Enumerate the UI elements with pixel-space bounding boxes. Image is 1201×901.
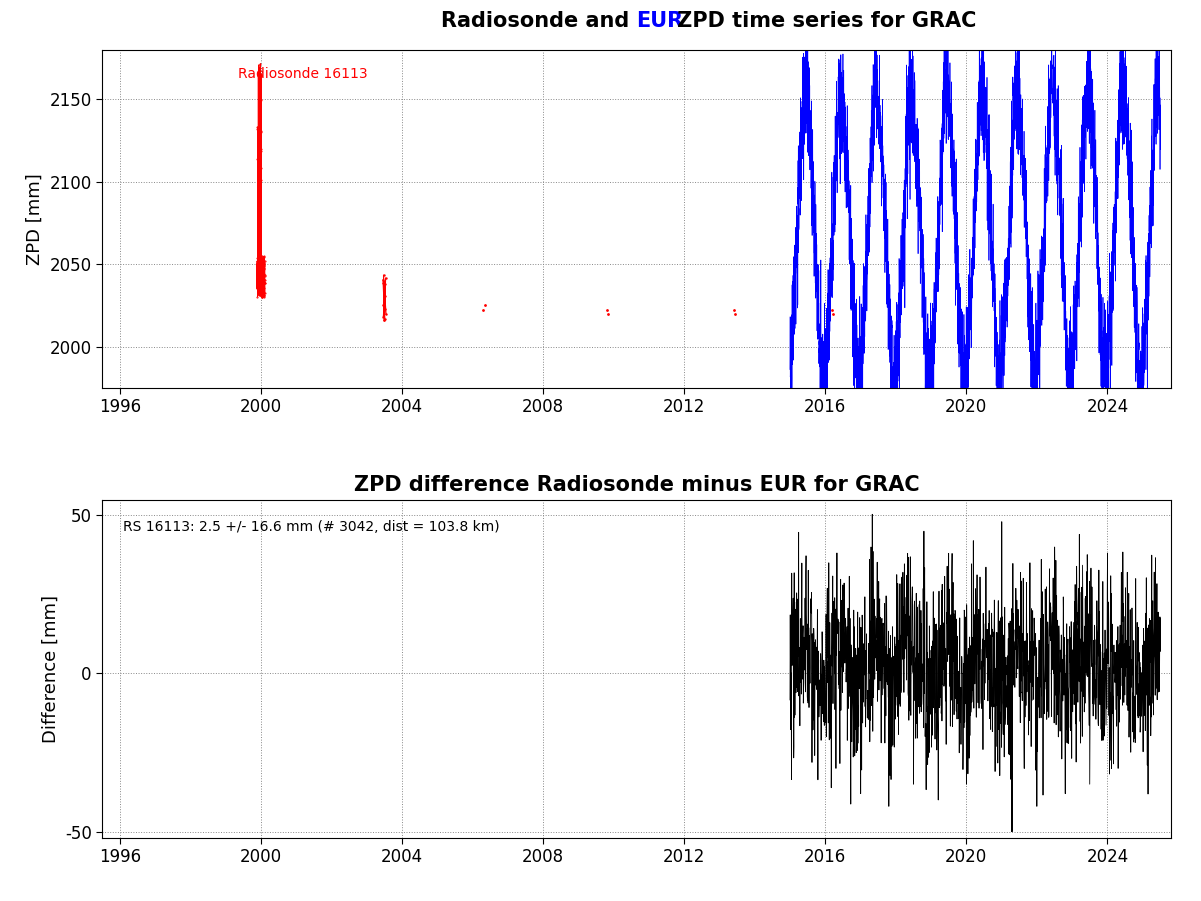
Text: ZPD time series for GRAC: ZPD time series for GRAC [670,11,976,31]
Text: Radiosonde and EUR ZPD time series for GRAC: Radiosonde and EUR ZPD time series for G… [325,28,876,48]
Text: EUR: EUR [637,11,683,31]
Text: Radiosonde and: Radiosonde and [441,11,637,31]
Text: Radiosonde 16113: Radiosonde 16113 [238,67,368,80]
Y-axis label: ZPD [mm]: ZPD [mm] [26,173,44,265]
Text: RS 16113: 2.5 +/- 16.6 mm (# 3042, dist = 103.8 km): RS 16113: 2.5 +/- 16.6 mm (# 3042, dist … [124,520,500,534]
Y-axis label: Difference [mm]: Difference [mm] [41,595,59,742]
Title: ZPD difference Radiosonde minus EUR for GRAC: ZPD difference Radiosonde minus EUR for … [354,475,919,496]
